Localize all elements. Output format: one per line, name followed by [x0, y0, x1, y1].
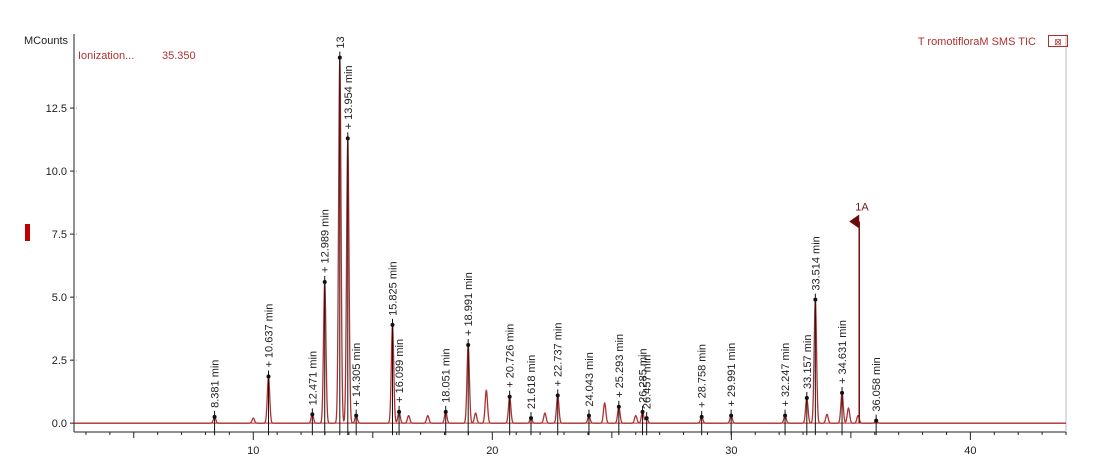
peak-apex-dot	[586, 413, 591, 418]
peak-label: 26.457 min	[642, 355, 654, 409]
peak-apex-dot	[322, 280, 327, 285]
x-tick-label: 30	[725, 445, 737, 457]
y-tick-label: 2.5	[52, 355, 67, 367]
peak-apex-dot	[337, 55, 342, 60]
peak-label: 8.381 min	[210, 360, 222, 408]
peak-apex-dot	[443, 409, 448, 414]
y-tick-label: 7.5	[52, 229, 67, 241]
peak-apex-dot	[640, 409, 645, 414]
peak-label: 26.285 min	[638, 348, 650, 402]
peak-label: + 12.989 min	[320, 209, 332, 273]
peak-label: 15.825 min	[388, 261, 400, 315]
peak-label: + 28.758 min	[697, 344, 709, 408]
side-marker	[25, 224, 30, 241]
peak-apex-dot	[616, 404, 621, 409]
peak-apex-dot	[813, 297, 818, 302]
peak-label: 13	[335, 36, 347, 48]
trace-name: T romotifloraM SMS TIC	[917, 36, 1036, 48]
x-tick-label: 20	[486, 445, 498, 457]
peak-apex-dot	[555, 393, 560, 398]
peak-apex-dot	[729, 413, 734, 418]
peak-apex-dot	[466, 343, 471, 348]
peak-label: + 16.099 min	[394, 339, 406, 403]
scan-marker-flag	[849, 214, 860, 229]
peak-apex-dot	[212, 414, 217, 419]
peak-label: + 34.631 min	[837, 320, 849, 384]
y-tick-label: 10.0	[46, 166, 67, 178]
peak-apex-dot	[397, 409, 402, 414]
y-tick-label: 0.0	[52, 418, 67, 430]
peak-label: 33.157 min	[802, 335, 814, 389]
peak-apex-dot	[507, 394, 512, 399]
ionization-label[interactable]: Ionization...	[78, 50, 135, 62]
peak-apex-dot	[874, 418, 879, 423]
y-tick-label: 12.5	[46, 103, 67, 115]
scan-marker-label: 1A	[855, 202, 869, 214]
y-tick-label: 5.0	[52, 292, 67, 304]
peak-apex-dot	[804, 395, 809, 400]
peak-label: + 18.991 min	[463, 272, 475, 336]
peak-label: 18.051 min	[441, 348, 453, 402]
peak-label: + 20.726 min	[505, 324, 517, 388]
peak-apex-dot	[310, 412, 315, 417]
peak-label: 12.471 min	[307, 351, 319, 405]
peak-apex-dot	[840, 390, 845, 395]
peak-apex-dot	[528, 416, 533, 421]
peak-apex-dot	[644, 416, 649, 421]
series-line-tic	[74, 57, 1066, 424]
peak-label: + 32.247 min	[780, 343, 792, 407]
peak-label: + 10.637 min	[264, 304, 276, 368]
y-unit-label: MCounts	[24, 35, 69, 47]
close-trace-icon[interactable]: ⊠	[1048, 35, 1068, 47]
peak-label: + 13.954 min	[343, 65, 355, 129]
peak-apex-dot	[354, 413, 359, 418]
ionization-value: 35.350	[162, 50, 196, 62]
peak-apex-dot	[345, 136, 350, 141]
peak-label: + 22.737 min	[553, 323, 565, 387]
peak-label: + 29.991 min	[726, 343, 738, 407]
peak-label: 36.058 min	[871, 357, 883, 411]
peak-label: 33.514 min	[810, 236, 822, 290]
peak-apex-dot	[266, 374, 271, 379]
peak-apex-dot	[699, 414, 704, 419]
peak-apex-dot	[390, 322, 395, 327]
peak-apex-dot	[783, 413, 788, 418]
x-tick-label: 10	[247, 445, 259, 457]
peak-label: 21.618 min	[526, 355, 538, 409]
x-tick-label: 40	[964, 445, 976, 457]
peak-label: + 14.305 min	[351, 343, 363, 407]
peak-label: + 25.293 min	[614, 334, 626, 398]
peak-label: 24.043 min	[584, 352, 596, 406]
